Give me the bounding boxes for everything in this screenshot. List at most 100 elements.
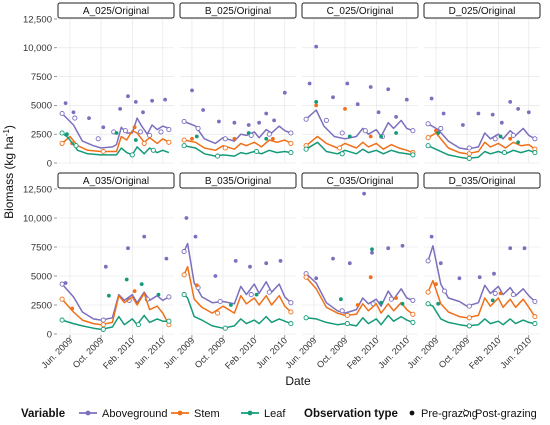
post-grazing-point	[166, 127, 172, 133]
pre-grazing-point	[498, 291, 503, 296]
legend-key-dot	[177, 410, 183, 416]
series-line-leaf	[61, 314, 169, 331]
pre-grazing-point	[133, 100, 138, 104]
post-grazing-point	[217, 298, 223, 305]
post-grazing-point	[466, 323, 472, 329]
facet-strip	[179, 172, 297, 189]
post-grazing-point	[266, 289, 272, 295]
pre-grazing-point	[65, 132, 69, 137]
pre-grazing-point	[370, 250, 374, 255]
post-grazing-point	[181, 249, 187, 255]
pre-grazing-point	[132, 125, 137, 130]
x-tick-label: Jun. 2009	[405, 335, 440, 370]
legend-item-leaf: Leaf	[241, 408, 286, 420]
post-grazing-point	[222, 145, 228, 151]
post-grazing-point	[248, 292, 254, 298]
post-grazing-point	[288, 140, 294, 146]
pre-grazing-point	[217, 119, 221, 124]
pre-grazing-point	[248, 264, 252, 269]
pre-grazing-point	[370, 247, 374, 252]
post-grazing-point	[510, 292, 516, 298]
post-grazing-point	[466, 315, 472, 321]
post-grazing-point	[466, 303, 472, 309]
series-leaf	[181, 292, 294, 331]
series-line-stem	[183, 139, 292, 152]
x-tick-label: Feb. 2010	[101, 335, 137, 371]
pre-grazing-point	[107, 293, 111, 298]
post-grazing-point	[339, 308, 345, 314]
series-aboveground	[59, 94, 172, 149]
y-tick-label: 12,500	[23, 14, 52, 25]
series-line-stem	[305, 135, 414, 154]
legend-key-dot	[85, 410, 91, 416]
x-tick-label: Oct. 2009	[193, 335, 228, 370]
pre-grazing-point	[345, 81, 350, 86]
facet-panels: A_025/Original B_025/Original C_025/Origin…	[57, 2, 541, 335]
post-grazing-point	[59, 317, 65, 323]
post-grazing-point	[501, 150, 507, 156]
panel-background	[58, 19, 174, 163]
post-grazing-point	[166, 318, 172, 324]
pre-grazing-point	[194, 283, 199, 288]
legend-label: Aboveground	[102, 408, 167, 420]
post-grazing-point	[438, 125, 444, 131]
series-line-stem	[427, 279, 536, 319]
series-leaf	[425, 298, 538, 329]
post-grazing-point	[288, 300, 294, 306]
pre-grazing-point	[133, 138, 138, 142]
post-grazing-point	[222, 136, 228, 142]
x-tick-label: Jun. 2010	[498, 335, 533, 370]
pre-grazing-point	[63, 101, 68, 105]
series-aboveground	[181, 216, 294, 306]
x-tick-label: Oct. 2009	[315, 335, 350, 370]
pre-grazing-point	[404, 97, 409, 102]
series-aboveground	[303, 44, 416, 140]
x-tick-label: Jun. 2009	[161, 335, 196, 370]
pre-grazing-point	[213, 274, 218, 278]
pre-grazing-point	[307, 81, 312, 86]
legend-key-filled-point	[409, 410, 415, 416]
y-tick-label: 7500	[31, 72, 52, 83]
series-line-stem	[305, 276, 414, 317]
pre-grazing-point	[126, 246, 130, 251]
y-tick-label: 0	[47, 158, 52, 169]
facet-strip	[57, 2, 175, 19]
series-aboveground	[181, 88, 294, 145]
series-line-leaf	[183, 294, 292, 329]
post-grazing-point	[166, 139, 172, 145]
post-grazing-point	[166, 294, 172, 300]
post-grazing-point	[466, 151, 472, 157]
post-grazing-point	[129, 152, 135, 158]
post-grazing-point	[344, 321, 350, 327]
pre-grazing-point	[355, 102, 360, 107]
y-tick-label: 10,000	[23, 213, 52, 224]
series-stem	[303, 274, 416, 318]
x-tick-label: Feb. 2010	[467, 335, 503, 371]
pre-grazing-point	[142, 234, 147, 239]
post-grazing-point	[339, 130, 345, 136]
pre-grazing-point	[400, 243, 405, 248]
post-grazing-point	[215, 310, 221, 316]
post-grazing-point	[59, 110, 65, 117]
facet-label: C_025/Original	[327, 6, 394, 17]
legend-key-open-point	[463, 410, 469, 416]
post-grazing-point	[288, 309, 294, 315]
panel-a-035-original: A_035/Original	[57, 172, 175, 335]
facet-label: D_025/Original	[449, 6, 516, 17]
panel-background	[180, 189, 296, 334]
x-tick-label: Feb. 2010	[345, 335, 381, 371]
series-line-stem	[61, 129, 170, 153]
facet-strip	[301, 2, 419, 19]
facet-label: B_025/Original	[205, 6, 271, 17]
post-grazing-point	[466, 155, 472, 161]
pre-grazing-point	[201, 108, 206, 112]
post-grazing-point	[425, 301, 431, 307]
pre-grazing-point	[271, 136, 275, 141]
post-grazing-point	[303, 315, 309, 321]
post-grazing-point	[532, 136, 538, 142]
pre-grazing-point	[103, 264, 108, 269]
facet-strip	[301, 172, 419, 189]
pre-grazing-point	[343, 107, 347, 111]
pre-grazing-point	[87, 116, 91, 120]
pre-grazing-point	[278, 259, 283, 263]
